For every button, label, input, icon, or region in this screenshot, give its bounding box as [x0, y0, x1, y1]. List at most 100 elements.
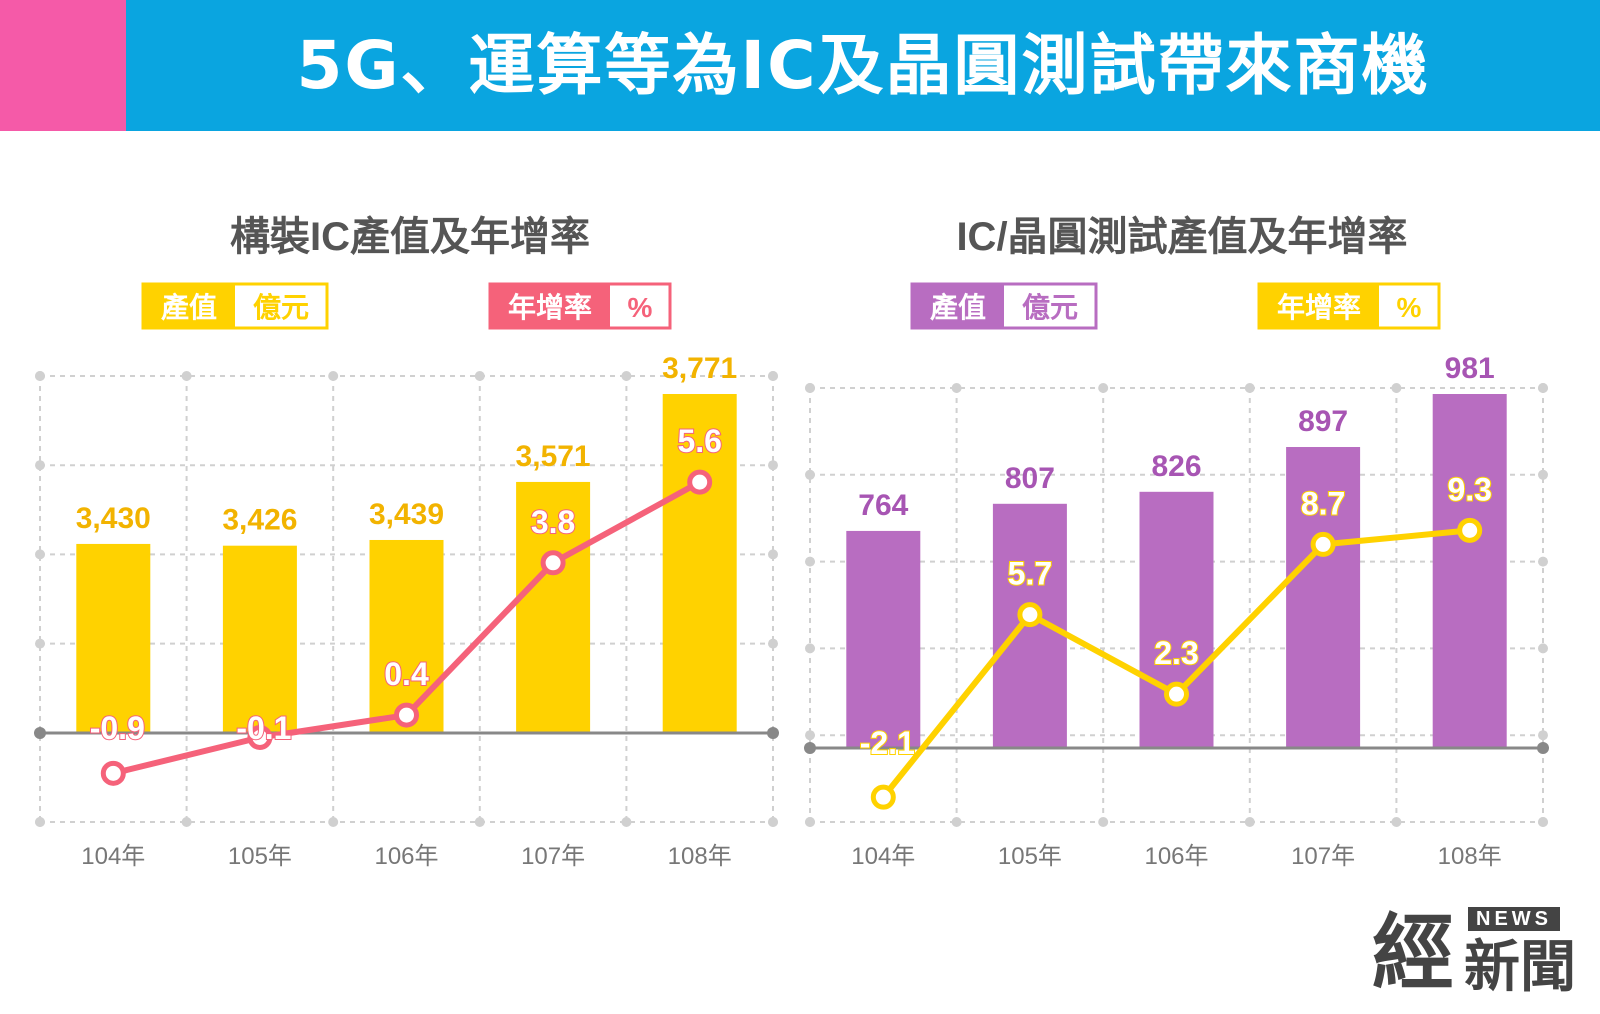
x-tick-label: 107年 — [521, 843, 585, 870]
bar — [516, 481, 591, 733]
grid-dot — [621, 371, 632, 381]
grid-dot — [474, 817, 485, 827]
grid-dot — [1538, 730, 1548, 741]
bar-value-label: 764 — [858, 489, 908, 522]
grid-dot — [768, 460, 778, 471]
legend-bar-swatch — [912, 284, 1004, 328]
legend-line-name: 年增率 — [1277, 291, 1361, 323]
axis-dot — [34, 727, 46, 739]
growth-point — [394, 702, 419, 728]
grid-dot — [181, 817, 192, 827]
x-tick-label: 105年 — [998, 843, 1062, 870]
growth-point — [1017, 602, 1043, 628]
logo-small-chars: 新聞 — [1464, 934, 1576, 1000]
legend-bar-name: 產值 — [161, 291, 217, 323]
grid-dot — [474, 371, 485, 381]
bar — [1139, 491, 1214, 748]
x-tick-label: 104年 — [81, 843, 145, 870]
x-tick-label: 106年 — [374, 843, 438, 870]
grid-dot — [768, 817, 778, 827]
growth-value-label: 3.8 — [531, 504, 575, 540]
growth-value-label: 5.7 — [1008, 556, 1052, 592]
bar — [662, 394, 737, 733]
bar — [1286, 447, 1361, 748]
legend-line-name: 年增率 — [508, 291, 592, 323]
axis-dot — [804, 742, 816, 754]
grid-dot — [35, 638, 45, 649]
grid-dot — [1391, 383, 1402, 393]
bar-value-label: 3,430 — [76, 502, 151, 535]
legend-bar-swatch — [143, 284, 235, 328]
growth-value-label: 0.4 — [384, 656, 429, 692]
growth-value-label: -0.9 — [90, 710, 145, 746]
bar — [1432, 394, 1507, 748]
legend-bar-unit: 億元 — [1022, 292, 1078, 323]
growth-point — [687, 469, 713, 495]
banner-accent — [0, 0, 126, 131]
x-tick-label: 108年 — [668, 843, 732, 870]
grid-dot — [1538, 817, 1548, 827]
chart-title: IC/晶圓測試產值及年增率 — [956, 215, 1407, 259]
growth-point — [540, 550, 566, 576]
legend-line-unit: % — [1397, 292, 1422, 323]
grid-dot — [1391, 817, 1402, 827]
growth-value-label: -0.1 — [236, 710, 291, 746]
x-tick-label: 108年 — [1438, 843, 1502, 870]
bar-value-label: 826 — [1151, 450, 1201, 483]
grid-dot — [621, 817, 632, 827]
growth-point — [870, 784, 896, 810]
news-logo: 經 NEWS 新聞 — [1372, 905, 1592, 1005]
bar-value-label: 3,426 — [222, 504, 297, 537]
chart-title: 構裝IC產值及年增率 — [230, 215, 590, 259]
grid-dot — [1538, 383, 1548, 393]
growth-point — [1457, 517, 1483, 543]
bar — [222, 545, 297, 733]
x-tick-label: 106年 — [1144, 843, 1208, 870]
grid-dot — [35, 371, 45, 381]
growth-point — [100, 760, 126, 786]
bar-value-label: 981 — [1445, 352, 1495, 385]
bar — [846, 530, 921, 748]
growth-point — [1310, 531, 1336, 557]
grid-dot — [805, 469, 815, 480]
x-tick-label: 104年 — [851, 843, 915, 870]
grid-dot — [805, 383, 815, 393]
grid-dot — [768, 549, 778, 560]
bar-value-label: 807 — [1005, 462, 1055, 495]
grid-dot — [805, 817, 815, 827]
grid-dot — [328, 371, 339, 381]
growth-value-label: 8.7 — [1301, 485, 1345, 521]
bar-value-label: 3,439 — [369, 498, 444, 531]
grid-dot — [805, 730, 815, 741]
growth-value-label: -2.1 — [860, 725, 915, 761]
grid-dot — [768, 371, 778, 381]
growth-point — [247, 724, 273, 750]
axis-dot — [1537, 742, 1549, 754]
x-tick-label: 105年 — [228, 843, 292, 870]
bar-value-label: 3,771 — [662, 352, 737, 385]
legend-bar-name: 產值 — [930, 291, 986, 323]
growth-value-label: 5.6 — [677, 423, 721, 459]
grid-dot — [1098, 817, 1109, 827]
title-banner — [0, 0, 1600, 131]
legend-line-swatch — [490, 284, 610, 328]
grid-dot — [951, 817, 962, 827]
bar — [369, 539, 444, 733]
grid-dot — [35, 549, 45, 560]
logo-news-badge: NEWS — [1468, 907, 1560, 931]
growth-point — [1164, 681, 1189, 707]
grid-dot — [328, 817, 339, 827]
logo-big-char: 經 — [1372, 905, 1455, 1001]
grid-dot — [1244, 383, 1255, 393]
grid-dot — [1098, 383, 1109, 393]
growth-value-label: 9.3 — [1447, 471, 1491, 507]
growth-value-label: 2.3 — [1154, 635, 1198, 671]
bar-value-label: 3,571 — [516, 440, 591, 473]
axis-dot — [767, 727, 779, 739]
grid-dot — [768, 638, 778, 649]
legend-line-swatch — [1259, 284, 1379, 328]
legend-line-unit: % — [628, 292, 653, 323]
grid-dot — [35, 817, 45, 827]
legend-bar-unit: 億元 — [253, 292, 309, 323]
